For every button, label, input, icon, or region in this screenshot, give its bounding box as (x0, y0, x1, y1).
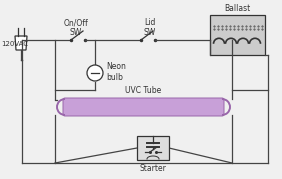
Bar (137, 136, 169, 160)
Bar (210, 15, 265, 55)
Text: Neon
bulb: Neon bulb (106, 62, 126, 82)
Polygon shape (15, 36, 27, 50)
FancyBboxPatch shape (63, 98, 224, 116)
Text: Starter: Starter (140, 164, 166, 173)
Circle shape (87, 65, 103, 81)
Text: Lid
SW: Lid SW (144, 18, 156, 37)
Text: Ballast: Ballast (224, 4, 251, 13)
Text: On/Off
SW: On/Off SW (64, 18, 88, 37)
Text: 120VAC: 120VAC (1, 41, 28, 47)
Text: UVC Tube: UVC Tube (125, 86, 162, 95)
